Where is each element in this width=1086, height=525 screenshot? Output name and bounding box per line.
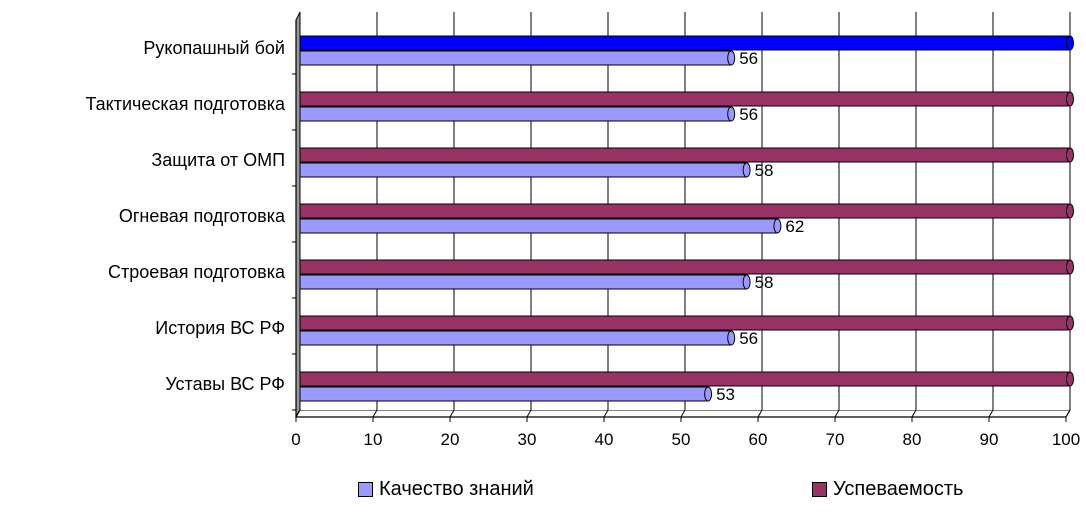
bar-kachestvo-body (299, 218, 778, 234)
x-tick-label: 90 (980, 430, 999, 449)
category-label: Строевая подготовка (108, 262, 286, 282)
x-tick-label: 20 (441, 430, 460, 449)
legend-item-quality: Качество знаний (358, 478, 534, 501)
bar-uspevaemost (299, 371, 1074, 387)
bar-uspevaemost-body (299, 203, 1071, 219)
floor-gridline (526, 409, 532, 418)
x-tick-label: 30 (518, 430, 537, 449)
axes (292, 20, 1067, 422)
bar-uspevaemost-cap (1066, 91, 1074, 107)
bar-kachestvo-body (299, 330, 732, 346)
bar-uspevaemost-body (299, 371, 1071, 387)
bar-kachestvo (299, 274, 751, 290)
bar-kachestvo-body (299, 106, 732, 122)
category-label: Огневая подготовка (119, 206, 286, 226)
data-label: 56 (739, 105, 758, 124)
bar-uspevaemost-body (299, 259, 1071, 275)
floor-gridline (1065, 409, 1071, 418)
x-tick-label: 40 (595, 430, 614, 449)
bar-uspevaemost-body (299, 315, 1071, 331)
bar-uspevaemost (299, 91, 1074, 107)
legend-swatch-quality (358, 482, 373, 497)
bar-uspevaemost (299, 259, 1074, 275)
bar-uspevaemost (299, 35, 1074, 51)
legend-label-progress: Успеваемость (833, 478, 964, 500)
x-tick-label: 100 (1052, 430, 1080, 449)
bar-uspevaemost-cap (1066, 371, 1074, 387)
bar-kachestvo-cap (773, 218, 782, 234)
bar-kachestvo-body (299, 386, 709, 402)
bar-kachestvo-cap (727, 50, 736, 66)
bar-uspevaemost-cap (1066, 203, 1074, 219)
floor-gridline (449, 409, 455, 418)
floor-gridline (603, 409, 609, 418)
bar-chart: 56 Рукопашный бой 56 Тактическая подготовка… (85, 11, 1080, 449)
legend-swatch-progress (812, 482, 827, 497)
bar-uspevaemost (299, 315, 1074, 331)
data-label: 58 (755, 273, 774, 292)
bar-kachestvo-cap (704, 386, 713, 402)
x-tick-label: 60 (749, 430, 768, 449)
floor-gridline (295, 409, 301, 418)
bar-kachestvo (299, 386, 713, 402)
data-label: 53 (716, 385, 735, 404)
bar-uspevaemost (299, 147, 1074, 163)
data-label: 56 (739, 329, 758, 348)
x-tick-label: 0 (291, 430, 300, 449)
bar-uspevaemost-cap (1066, 35, 1074, 51)
category-label: Защита от ОМП (151, 150, 285, 170)
category-label: Рукопашный бой (143, 38, 285, 58)
bar-uspevaemost (299, 203, 1074, 219)
x-tick-label: 70 (826, 430, 845, 449)
data-label: 56 (739, 49, 758, 68)
bar-kachestvo (299, 106, 736, 122)
legend-label-quality: Качество знаний (379, 478, 534, 500)
floor-gridline (911, 409, 917, 418)
floor-gridline (834, 409, 840, 418)
data-label: 58 (755, 161, 774, 180)
floor-gridline (988, 409, 994, 418)
bar-uspevaemost-body (299, 91, 1071, 107)
bar-uspevaemost-body (299, 35, 1071, 51)
bar-kachestvo (299, 162, 751, 178)
labels: 56 Рукопашный бой 56 Тактическая подготовка… (85, 38, 1080, 449)
bars (299, 35, 1074, 402)
bar-kachestvo-cap (742, 162, 751, 178)
bar-kachestvo-body (299, 50, 732, 66)
legend-item-progress: Успеваемость (812, 478, 963, 501)
bar-uspevaemost-cap (1066, 147, 1074, 163)
floor-gridline (372, 409, 378, 418)
floor-gridline (757, 409, 763, 418)
bar-kachestvo-body (299, 274, 748, 290)
bar-uspevaemost-cap (1066, 315, 1074, 331)
x-tick-label: 50 (672, 430, 691, 449)
category-label: История ВС РФ (155, 318, 285, 338)
bar-kachestvo (299, 218, 782, 234)
bar-uspevaemost-cap (1066, 259, 1074, 275)
bar-kachestvo-cap (727, 106, 736, 122)
x-tick-label: 80 (903, 430, 922, 449)
category-label: Тактическая подготовка (85, 94, 286, 114)
bar-kachestvo (299, 50, 736, 66)
bar-kachestvo (299, 330, 736, 346)
data-label: 62 (785, 217, 804, 236)
bar-uspevaemost-body (299, 147, 1071, 163)
category-label: Уставы ВС РФ (165, 374, 285, 394)
floor-gridline (680, 409, 686, 418)
bar-kachestvo-cap (727, 330, 736, 346)
x-tick-label: 10 (364, 430, 383, 449)
bar-kachestvo-cap (742, 274, 751, 290)
bar-kachestvo-body (299, 162, 748, 178)
